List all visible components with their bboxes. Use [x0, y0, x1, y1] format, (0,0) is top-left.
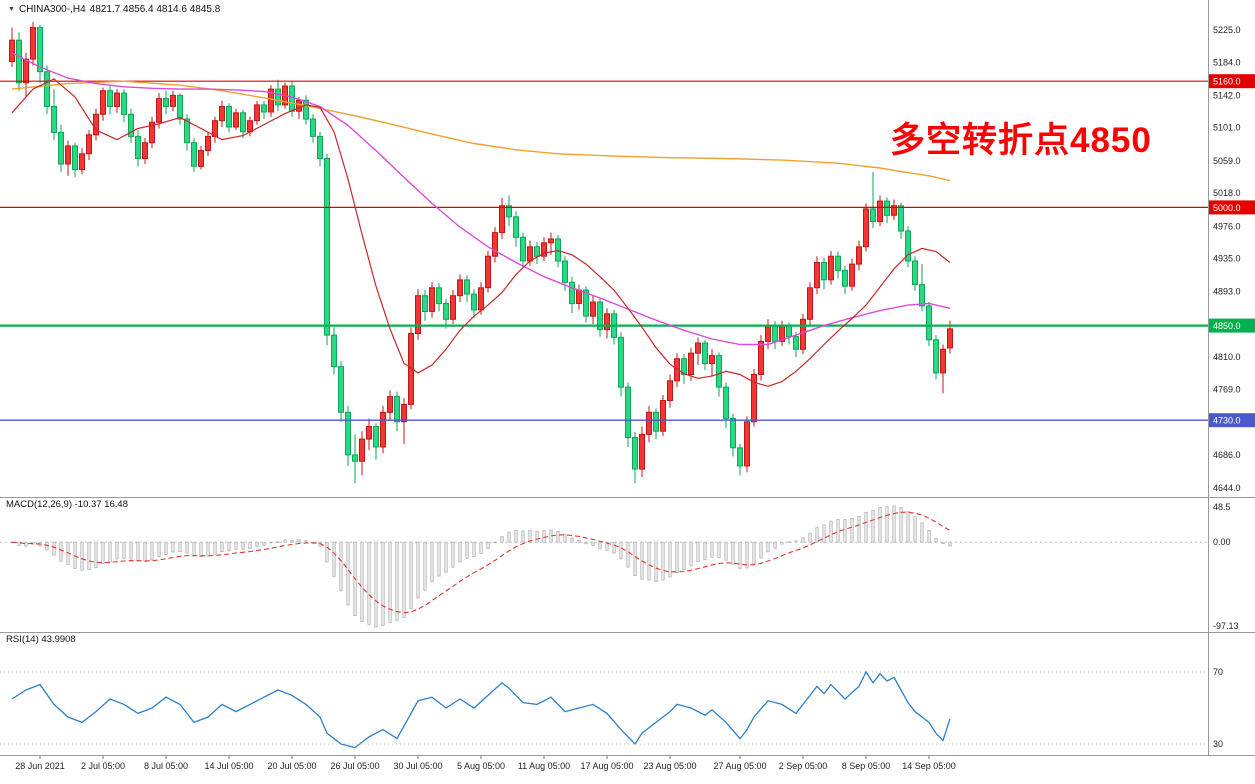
- svg-text:11 Aug 05:00: 11 Aug 05:00: [518, 761, 570, 771]
- svg-text:-97.13: -97.13: [1213, 621, 1239, 631]
- svg-text:5101.0: 5101.0: [1213, 123, 1241, 133]
- chevron-down-icon[interactable]: ▼: [8, 5, 15, 13]
- chart-title: ▼ CHINA300-,H4 4821.7 4856.4 4814.6 4845…: [8, 4, 220, 15]
- svg-text:5000.0: 5000.0: [1213, 203, 1241, 213]
- svg-text:48.5: 48.5: [1213, 502, 1231, 512]
- svg-text:2 Jul 05:00: 2 Jul 05:00: [81, 761, 125, 771]
- svg-text:4686.0: 4686.0: [1213, 450, 1241, 460]
- svg-text:70: 70: [1213, 667, 1223, 677]
- svg-text:2 Sep 05:00: 2 Sep 05:00: [779, 761, 828, 771]
- svg-text:30: 30: [1213, 739, 1223, 749]
- svg-text:27 Aug 05:00: 27 Aug 05:00: [713, 761, 766, 771]
- svg-text:5 Aug 05:00: 5 Aug 05:00: [457, 761, 505, 771]
- svg-text:8 Sep 05:00: 8 Sep 05:00: [842, 761, 891, 771]
- symbol-title: CHINA300-,H4: [18, 4, 86, 15]
- svg-text:0.00: 0.00: [1213, 537, 1231, 547]
- panel-separators: [0, 0, 1255, 756]
- svg-text:26 Jul 05:00: 26 Jul 05:00: [330, 761, 379, 771]
- macd-indicator-label: MACD(12,26,9) -10.37 16.48: [6, 499, 128, 510]
- svg-text:4769.0: 4769.0: [1213, 384, 1241, 394]
- svg-text:23 Aug 05:00: 23 Aug 05:00: [643, 761, 696, 771]
- svg-text:30 Jul 05:00: 30 Jul 05:00: [393, 761, 442, 771]
- rsi-indicator-label: RSI(14) 43.9908: [6, 634, 76, 645]
- horizontal-levels: [0, 80, 1208, 421]
- time-axis[interactable]: 28 Jun 2021 2 Jul 05:00 8 Jul 05:00 14 Jul …: [15, 756, 956, 771]
- svg-text:4850.0: 4850.0: [1213, 321, 1241, 331]
- svg-text:4976.0: 4976.0: [1213, 221, 1241, 231]
- svg-text:14 Jul 05:00: 14 Jul 05:00: [204, 761, 253, 771]
- svg-text:5059.0: 5059.0: [1213, 156, 1241, 166]
- svg-text:4893.0: 4893.0: [1213, 287, 1241, 297]
- ohlc-readout: 4821.7 4856.4 4814.6 4845.8: [89, 4, 221, 15]
- svg-text:4644.0: 4644.0: [1213, 483, 1241, 493]
- svg-text:5142.0: 5142.0: [1213, 90, 1241, 100]
- svg-text:17 Aug 05:00: 17 Aug 05:00: [580, 761, 633, 771]
- svg-text:28 Jun 2021: 28 Jun 2021: [15, 761, 65, 771]
- svg-text:4810.0: 4810.0: [1213, 352, 1241, 362]
- moving-averages: [11, 52, 951, 387]
- svg-text:5160.0: 5160.0: [1213, 77, 1241, 87]
- svg-text:4730.0: 4730.0: [1213, 416, 1241, 426]
- svg-text:8 Jul 05:00: 8 Jul 05:00: [144, 761, 188, 771]
- macd-panel: 48.5 0.00 -97.13: [0, 502, 1239, 631]
- svg-text:5018.0: 5018.0: [1213, 188, 1241, 198]
- svg-text:20 Jul 05:00: 20 Jul 05:00: [267, 761, 316, 771]
- price-axis[interactable]: 5225.0 5184.0 5142.0 5101.0 5059.0 5018.0 4976…: [1213, 25, 1241, 493]
- svg-text:14 Sep 05:00: 14 Sep 05:00: [902, 761, 956, 771]
- candles: [9, 22, 953, 484]
- price-annotation: 多空转折点4850: [890, 121, 1152, 160]
- price-level-badges: 5160.0 5000.0 4850.0 4730.0: [1209, 74, 1255, 428]
- svg-text:5225.0: 5225.0: [1213, 25, 1241, 35]
- rsi-panel: 70 30: [0, 667, 1223, 749]
- svg-text:4935.0: 4935.0: [1213, 254, 1241, 264]
- svg-text:5184.0: 5184.0: [1213, 57, 1241, 67]
